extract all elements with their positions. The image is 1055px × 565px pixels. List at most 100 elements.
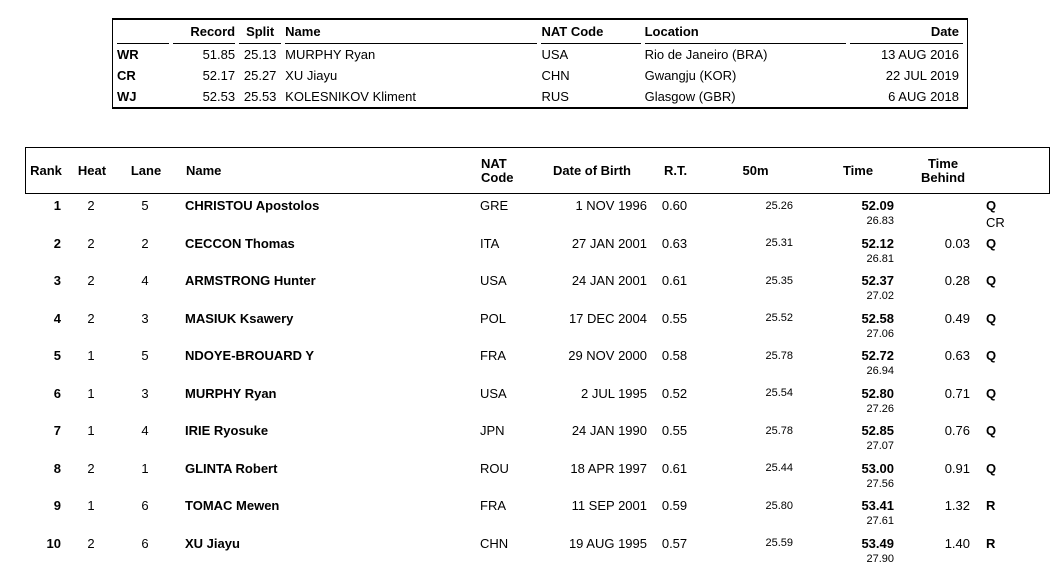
cell-date-of-birth: 18 APR 1997 [570, 460, 647, 476]
record-cell-location: Glasgow (GBR) [644, 89, 736, 104]
cell-nat-code: USA [480, 273, 507, 288]
table-row: 3 2 4 ARMSTRONG Hunter USA 24 JAN 2001 0… [25, 271, 1048, 309]
cell-lane: 5 [141, 348, 149, 363]
cell-rank: 7 [53, 423, 61, 438]
record-cell-label: CR [117, 68, 136, 83]
cell-time-behind: 0.76 [944, 423, 970, 438]
cell-rank: 8 [53, 460, 61, 476]
cell-heat: 1 [87, 385, 95, 401]
cell-time-behind: 0.28 [944, 273, 970, 288]
cell-final-time: 52.37 [861, 273, 894, 288]
record-cell-nat: RUS [541, 89, 569, 104]
records-header-name: Name [285, 20, 538, 44]
cell-time-behind: 0.71 [944, 385, 970, 401]
records-header-empty [117, 20, 170, 44]
cell-rank: 10 [46, 535, 61, 551]
cell-final-time: 52.72 [861, 348, 894, 363]
cell-rank: 4 [53, 310, 61, 326]
cell-100m-split: 27.90 [866, 552, 894, 565]
cell-final-time: 53.41 [861, 498, 894, 513]
cell-heat: 1 [87, 423, 95, 438]
cell-reaction-time: 0.61 [661, 460, 688, 476]
cell-100m-split: 26.81 [866, 252, 894, 265]
cell-nat-code: POL [480, 310, 507, 326]
cell-qualification: Q [986, 423, 997, 438]
records-header-split: Split [239, 20, 282, 44]
table-row: 5 1 5 NDOYE-BROUARD Y FRA 29 NOV 2000 0.… [25, 346, 1048, 384]
cell-heat: 2 [87, 273, 95, 288]
cell-lane: 4 [141, 273, 149, 288]
results-header-behind-line2: Behind [920, 169, 966, 185]
table-row: 7 1 4 IRIE Ryosuke JPN 24 JAN 1990 0.55 … [25, 421, 1048, 459]
cell-nat-code: ROU [480, 460, 509, 476]
record-cell-label: WJ [117, 89, 137, 104]
records-header-date: Date [849, 20, 963, 44]
results-header-time: Time [842, 162, 874, 178]
cell-rank: 1 [53, 198, 61, 213]
cell-nat-code: GRE [480, 198, 509, 213]
cell-50m-split: 25.78 [765, 349, 793, 362]
record-cell-split: 25.27 [243, 68, 277, 83]
cell-50m-split: 25.44 [765, 462, 793, 474]
cell-date-of-birth: 19 AUG 1995 [568, 535, 647, 551]
cell-final-time: 53.00 [861, 460, 894, 476]
cell-name: CECCON Thomas [185, 235, 295, 251]
results-table-body: 1 2 5 CHRISTOU Apostolos GRE 1 NOV 1996 … [25, 196, 1048, 565]
cell-50m-split: 25.59 [765, 537, 793, 549]
cell-qualification: Q [986, 273, 997, 288]
record-cell-name: XU Jiayu [285, 68, 338, 83]
cell-name: MASIUK Ksawery [185, 310, 294, 326]
cell-nat-code: CHN [480, 535, 509, 551]
record-row: CR 52.17 25.27 XU Jiayu CHN Gwangju (KOR… [117, 65, 963, 86]
cell-qualification: R [986, 498, 996, 513]
cell-heat: 1 [87, 498, 95, 513]
record-cell-nat: CHN [541, 68, 570, 83]
cell-date-of-birth: 11 SEP 2001 [571, 498, 647, 513]
record-cell-date: 13 AUG 2016 [880, 47, 959, 62]
record-cell-date: 22 JUL 2019 [885, 68, 959, 83]
cell-reaction-time: 0.55 [661, 423, 688, 438]
results-header-heat: Heat [77, 162, 107, 178]
cell-50m-split: 25.52 [765, 312, 793, 324]
cell-date-of-birth: 17 DEC 2004 [568, 310, 647, 326]
cell-lane: 3 [141, 310, 149, 326]
table-row: 6 1 3 MURPHY Ryan USA 2 JUL 1995 0.52 25… [25, 384, 1048, 422]
cell-nat-code: USA [480, 385, 507, 401]
results-header-rank: Rank [30, 162, 62, 178]
record-cell-time: 52.53 [202, 89, 236, 104]
results-header-nat-line2: Code [481, 169, 514, 185]
cell-date-of-birth: 27 JAN 2001 [571, 235, 647, 251]
cell-qualification: Q [986, 385, 997, 401]
table-row: 9 1 6 TOMAC Mewen FRA 11 SEP 2001 0.59 2… [25, 496, 1048, 534]
record-cell-name: KOLESNIKOV Kliment [285, 89, 416, 104]
cell-time-behind: 1.40 [944, 535, 970, 551]
cell-date-of-birth: 2 JUL 1995 [580, 385, 647, 401]
results-header-name: Name [186, 162, 222, 178]
table-row: 8 2 1 GLINTA Robert ROU 18 APR 1997 0.61… [25, 459, 1048, 497]
cell-lane: 6 [141, 498, 149, 513]
cell-reaction-time: 0.58 [661, 348, 688, 363]
table-row: 2 2 2 CECCON Thomas ITA 27 JAN 2001 0.63… [25, 234, 1048, 272]
cell-time-behind: 0.49 [944, 310, 970, 326]
cell-heat: 2 [87, 310, 95, 326]
cell-reaction-time: 0.60 [661, 198, 688, 213]
results-header-row: Rank Heat Lane Name NAT Code Date of Bir… [25, 147, 1050, 194]
cell-qualification: Q [986, 235, 997, 251]
cell-100m-split: 27.61 [866, 515, 894, 527]
cell-date-of-birth: 24 JAN 1990 [571, 423, 647, 438]
cell-nat-code: FRA [480, 498, 506, 513]
cell-name: MURPHY Ryan [185, 385, 277, 401]
cell-name: TOMAC Mewen [185, 498, 280, 513]
cell-time-behind: 0.03 [944, 235, 970, 251]
record-cell-time: 51.85 [202, 47, 236, 62]
cell-date-of-birth: 29 NOV 2000 [568, 348, 647, 363]
record-cell-location: Rio de Janeiro (BRA) [644, 47, 768, 62]
cell-final-time: 52.09 [861, 198, 894, 213]
results-header-50m: 50m [742, 162, 769, 178]
cell-100m-split: 26.94 [866, 365, 894, 377]
cell-100m-split: 27.07 [866, 440, 894, 452]
cell-50m-split: 25.35 [765, 274, 793, 287]
cell-name: GLINTA Robert [185, 460, 278, 476]
cell-name: IRIE Ryosuke [185, 423, 269, 438]
record-cell-location: Gwangju (KOR) [644, 68, 737, 83]
